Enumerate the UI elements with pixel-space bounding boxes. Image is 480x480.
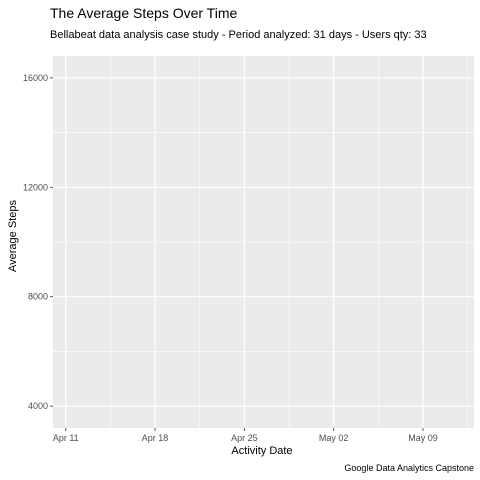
x-axis-title: Activity Date (231, 445, 292, 457)
y-tick-label: 12000 (23, 182, 48, 192)
chart-title: The Average Steps Over Time (50, 5, 237, 21)
x-tick-label: Apr 18 (142, 433, 169, 443)
x-tick-label: Apr 11 (53, 433, 79, 443)
x-axis: Apr 11 Apr 18 Apr 25 May 02 May 09 (53, 428, 438, 443)
y-tick-label: 4000 (28, 401, 48, 411)
chart-subtitle: Bellabeat data analysis case study - Per… (50, 29, 427, 41)
y-axis: 4000 8000 12000 16000 (23, 73, 53, 411)
x-tick-label: Apr 25 (231, 433, 258, 443)
chart-caption: Google Data Analytics Capstone (344, 463, 474, 473)
x-tick-label: May 02 (319, 433, 349, 443)
x-tick-label: May 09 (408, 433, 438, 443)
y-tick-label: 16000 (23, 73, 48, 83)
y-tick-label: 8000 (28, 292, 48, 302)
y-axis-title: Average Steps (7, 200, 19, 272)
